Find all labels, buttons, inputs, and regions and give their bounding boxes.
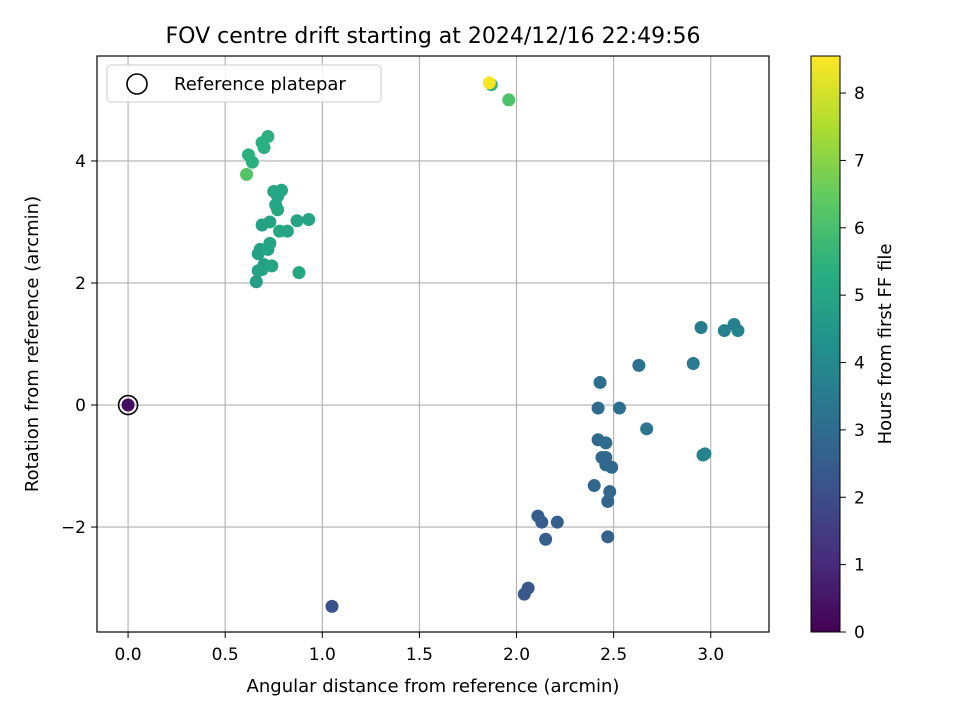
data-point <box>535 515 549 529</box>
data-point <box>265 259 279 273</box>
data-point <box>601 494 615 508</box>
data-point <box>603 485 617 499</box>
data-point <box>302 213 316 227</box>
data-point <box>257 141 271 155</box>
data-point <box>271 203 285 217</box>
data-point <box>601 530 615 544</box>
legend-box <box>106 64 382 103</box>
data-point <box>605 460 619 474</box>
data-point <box>240 167 254 181</box>
x-axis-label: Angular distance from reference (arcmin) <box>247 676 620 697</box>
data-point <box>539 532 553 546</box>
data-point <box>521 581 535 595</box>
data-point <box>263 215 277 229</box>
colorbar-tick-label: 4 <box>854 354 865 374</box>
data-point <box>698 447 712 461</box>
data-point <box>593 375 607 389</box>
x-tick-label: 2.0 <box>503 645 530 665</box>
colorbar-frame <box>810 55 841 633</box>
data-point <box>482 76 496 90</box>
colorbar-label: Hours from first FF file <box>875 244 896 445</box>
data-point <box>686 357 700 371</box>
data-point <box>640 422 654 436</box>
y-tick-label: −2 <box>61 518 86 538</box>
colorbar-tick-label: 3 <box>854 421 865 441</box>
legend: Reference platepar <box>106 64 382 103</box>
x-tick-label: 1.0 <box>309 645 336 665</box>
x-axis-ticks: 0.0 0.5 1.0 1.5 2.0 2.5 3.0 <box>115 632 724 665</box>
reference-marker <box>117 394 139 416</box>
data-point <box>550 515 564 529</box>
x-tick-label: 3.0 <box>697 645 724 665</box>
data-point <box>261 130 275 144</box>
data-point <box>245 155 259 169</box>
grid-lines <box>97 56 769 632</box>
x-tick-label: 1.5 <box>406 645 433 665</box>
data-point <box>275 183 289 197</box>
colorbar-tick-label: 5 <box>854 286 865 306</box>
colorbar-tick-label: 1 <box>854 556 865 576</box>
legend-entry-label: Reference platepar <box>174 74 346 95</box>
y-tick-label: 0 <box>75 396 86 416</box>
colorbar-tick-label: 6 <box>854 219 865 239</box>
data-point <box>591 401 605 415</box>
data-point <box>587 479 601 493</box>
data-point <box>280 224 294 238</box>
y-tick-label: 2 <box>75 274 86 294</box>
x-tick-label: 0.0 <box>115 645 142 665</box>
data-point <box>292 266 306 280</box>
data-point <box>325 599 339 613</box>
data-point <box>290 214 304 228</box>
plot-area-frame <box>96 55 770 633</box>
data-point <box>249 275 263 289</box>
data-point <box>612 401 626 415</box>
data-point <box>599 436 613 450</box>
data-point <box>717 324 731 338</box>
legend-reference-marker <box>126 73 148 95</box>
reference-platepar-marker <box>117 394 139 416</box>
colorbar-ticks: 0 1 2 3 4 5 6 7 8 <box>840 84 865 643</box>
data-point <box>502 93 516 107</box>
data-point <box>731 324 745 338</box>
y-axis-ticks: −2 0 2 4 <box>61 152 97 538</box>
data-point <box>694 321 708 335</box>
colorbar-tick-label: 7 <box>854 151 865 171</box>
colorbar-tick-label: 0 <box>854 623 865 643</box>
x-tick-label: 0.5 <box>212 645 239 665</box>
x-tick-label: 2.5 <box>600 645 627 665</box>
data-point <box>632 358 646 372</box>
data-points <box>121 76 745 613</box>
colorbar-gradient <box>811 56 840 632</box>
colorbar-tick-label: 8 <box>854 84 865 104</box>
data-point <box>263 236 277 250</box>
y-tick-label: 4 <box>75 152 86 172</box>
data-point <box>121 398 135 412</box>
chart-title: FOV centre drift starting at 2024/12/16 … <box>166 24 701 49</box>
colorbar-tick-label: 2 <box>854 488 865 508</box>
y-axis-label: Rotation from reference (arcmin) <box>22 196 43 492</box>
